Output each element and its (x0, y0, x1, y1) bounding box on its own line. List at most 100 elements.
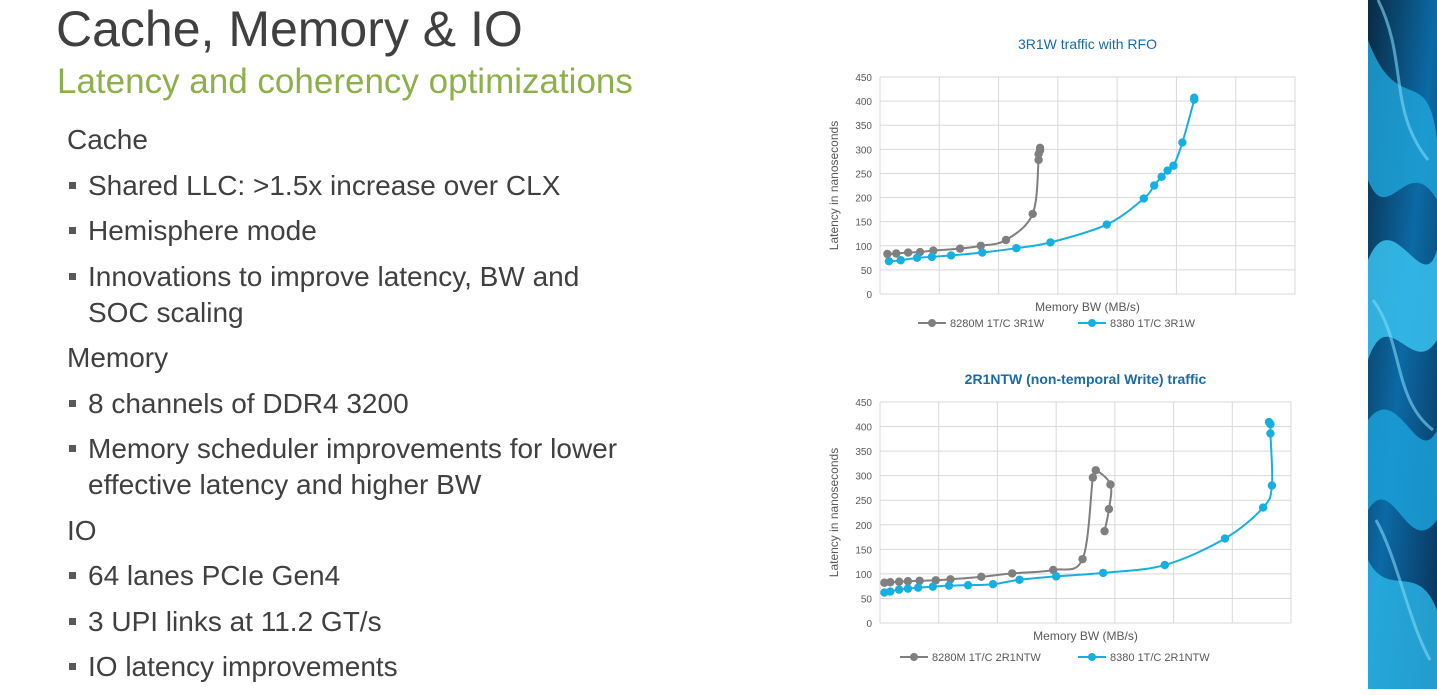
data-point (1160, 560, 1169, 570)
data-point (955, 244, 965, 253)
series-line-1 (888, 94, 1197, 263)
data-point (884, 257, 894, 266)
bullet-text: 64 lanes PCIe Gen4 (88, 560, 341, 591)
legend-marker-icon (928, 319, 936, 327)
data-point (903, 584, 913, 593)
data-point (944, 581, 954, 590)
bullet-item: Innovations to improve latency, BW and S… (67, 259, 767, 331)
data-point (1264, 417, 1274, 427)
y-tick-label: 150 (855, 545, 872, 556)
y-tick-label: 50 (861, 266, 873, 277)
x-axis-label: Memory BW (MB/s) (1035, 300, 1140, 314)
data-point (1012, 243, 1021, 253)
data-point (1102, 220, 1111, 229)
data-point (1034, 155, 1043, 165)
legend-entry: 8380 1T/C 2R1NTW (1110, 652, 1210, 664)
data-point (1088, 473, 1098, 482)
bullet-text-continued: SOC scaling (88, 296, 244, 328)
y-tick-label: 200 (855, 521, 872, 532)
data-point (1139, 194, 1149, 203)
series-line-0 (887, 147, 1042, 255)
data-point (1220, 534, 1230, 543)
data-point (1001, 235, 1011, 245)
data-point (886, 578, 895, 587)
y-tick-label: 300 (855, 472, 872, 483)
data-point (1091, 466, 1100, 475)
bullet-item: Shared LLC: >1.5x increase over CLX (67, 168, 767, 204)
y-tick-label: 450 (855, 73, 872, 84)
data-point (963, 580, 973, 590)
data-point (1104, 504, 1114, 514)
data-point (1100, 526, 1109, 536)
bullet-item: Memory scheduler improvements for lower … (67, 431, 767, 503)
bullet-text-continued: effective latency and higher BW (88, 469, 482, 500)
bullet-content: Cache Shared LLC: >1.5x increase over CL… (67, 122, 767, 695)
data-point (1035, 143, 1045, 153)
data-point (892, 249, 901, 258)
data-point (1007, 569, 1017, 578)
bullet-item: Hemisphere mode (67, 213, 767, 249)
bullet-square-icon (69, 227, 76, 234)
y-axis-label: Latency in nanoseconds (827, 448, 841, 577)
data-point (1046, 238, 1055, 247)
bullet-item: 3 UPI links at 11.2 GT/s (67, 604, 767, 640)
section-heading-cache: Cache (67, 124, 148, 155)
x-axis-label: Memory BW (MB/s) (1033, 629, 1138, 643)
data-point (929, 246, 938, 255)
bullet-square-icon (69, 399, 76, 407)
data-point (1178, 138, 1187, 147)
bullet-square-icon (69, 663, 76, 670)
bullet-text: 8 channels of DDR4 3200 (88, 387, 409, 419)
bullet-text: Memory scheduler improvements for lower (88, 433, 618, 464)
bullet-text: 3 UPI links at 11.2 GT/s (88, 605, 382, 637)
data-point (977, 572, 986, 582)
y-tick-label: 100 (855, 242, 872, 253)
data-point (927, 252, 937, 262)
data-point (1078, 554, 1087, 564)
bullet-text: IO latency improvements (88, 651, 398, 682)
chart-title: 3R1W traffic with RFO (1018, 36, 1157, 52)
y-tick-label: 50 (861, 594, 873, 605)
data-point (903, 248, 913, 257)
legend-entry: 8280M 1T/C 3R1W (950, 318, 1045, 330)
data-point (894, 577, 904, 586)
y-tick-label: 350 (855, 121, 872, 132)
data-point (988, 580, 998, 589)
bullet-square-icon (69, 272, 76, 280)
y-tick-label: 350 (855, 447, 872, 458)
slide-subtitle: Latency and coherency optimizations (57, 62, 633, 101)
bullet-square-icon (69, 445, 76, 452)
y-tick-label: 400 (855, 97, 872, 108)
data-point (978, 248, 987, 257)
bullet-text: Shared LLC: >1.5x increase over CLX (88, 169, 561, 201)
data-point (1190, 93, 1199, 102)
legend-marker-icon (1088, 319, 1096, 327)
data-point (931, 576, 940, 585)
data-point (1157, 172, 1166, 182)
data-point (928, 582, 938, 591)
bullet-text: Hemisphere mode (88, 215, 317, 246)
section-heading-io: IO (67, 514, 97, 546)
bullet-item: 64 lanes PCIe Gen4 (67, 558, 767, 594)
data-point (896, 256, 905, 265)
data-point (946, 575, 955, 584)
data-point (915, 576, 924, 585)
data-point (1169, 161, 1178, 170)
data-point (1163, 166, 1172, 175)
legend-marker-icon (1088, 653, 1096, 661)
data-point (1266, 429, 1275, 438)
data-point (912, 253, 922, 263)
data-point (1149, 181, 1159, 190)
legend-entry: 8380 1T/C 3R1W (1110, 318, 1196, 330)
data-point (946, 251, 956, 260)
y-tick-label: 450 (855, 398, 872, 409)
data-point (976, 241, 985, 250)
data-point (1028, 209, 1037, 219)
legend-marker-icon (910, 653, 918, 661)
y-tick-label: 0 (866, 290, 872, 301)
legend-entry: 8280M 1T/C 2R1NTW (932, 652, 1041, 664)
y-tick-label: 150 (855, 218, 872, 229)
y-axis-label: Latency in nanoseconds (827, 121, 841, 250)
data-point (1015, 575, 1024, 584)
y-tick-label: 250 (855, 496, 872, 507)
